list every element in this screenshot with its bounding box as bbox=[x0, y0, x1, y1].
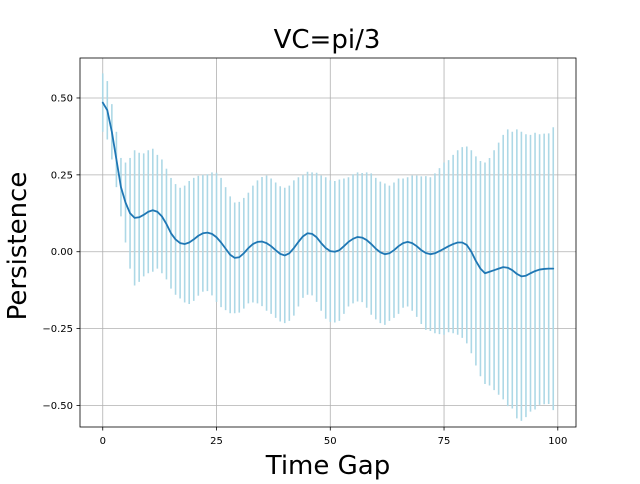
mean-line-layer bbox=[101, 101, 555, 278]
y-tick-label: 0.50 bbox=[51, 93, 73, 104]
y-tick-label: −0.25 bbox=[42, 324, 73, 335]
x-tick-label: 25 bbox=[210, 436, 223, 447]
y-tick-label: 0.00 bbox=[51, 247, 73, 258]
x-tick-label: 75 bbox=[438, 436, 451, 447]
y-tick-label: −0.50 bbox=[42, 401, 73, 412]
axis-ticks: 0 25 50 75 100 −0.50 −0.25 0.00 0.25 0.50 bbox=[42, 93, 567, 447]
mean-persistence-line bbox=[101, 101, 555, 278]
y-tick-label: 0.25 bbox=[51, 170, 73, 181]
x-tick-label: 100 bbox=[548, 436, 567, 447]
x-axis-label: Time Gap bbox=[265, 451, 390, 480]
x-tick-label: 50 bbox=[324, 436, 337, 447]
chart-title: VC=pi/3 bbox=[274, 25, 381, 55]
y-axis-label: Persistence bbox=[3, 172, 33, 321]
plot-frame bbox=[79, 57, 577, 428]
x-tick-label: 0 bbox=[100, 436, 106, 447]
